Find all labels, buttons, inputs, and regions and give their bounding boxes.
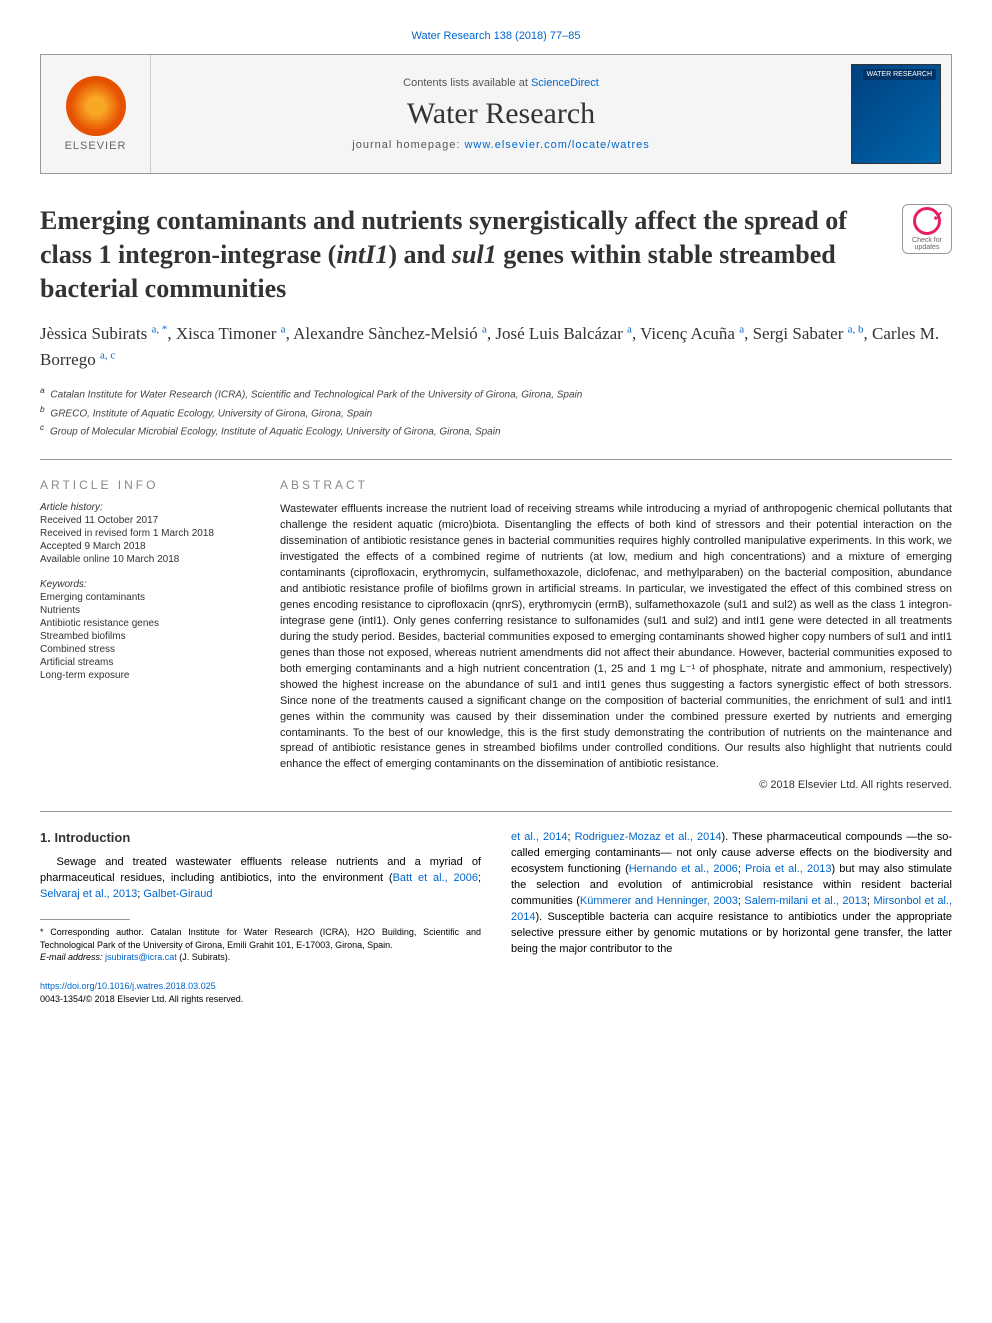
- keyword-2: Antibiotic resistance genes: [40, 618, 250, 629]
- check-circle-icon: [913, 207, 941, 235]
- page-footer: https://doi.org/10.1016/j.watres.2018.03…: [40, 980, 952, 1005]
- publisher-name: ELSEVIER: [65, 140, 127, 152]
- keyword-5: Artificial streams: [40, 657, 250, 668]
- revised-date: Received in revised form 1 March 2018: [40, 528, 250, 539]
- elsevier-logo: ELSEVIER: [41, 55, 151, 173]
- affiliation-a: a Catalan Institute for Water Research (…: [40, 384, 952, 402]
- keyword-6: Long-term exposure: [40, 670, 250, 681]
- email-name: (J. Subirats).: [179, 952, 230, 962]
- keywords-label: Keywords:: [40, 579, 250, 590]
- received-date: Received 11 October 2017: [40, 515, 250, 526]
- check-text: Check for updates: [903, 237, 951, 251]
- authors-line: Jèssica Subirats a, *, Xisca Timoner a, …: [40, 321, 952, 372]
- online-date: Available online 10 March 2018: [40, 554, 250, 565]
- email-link[interactable]: jsubirats@icra.cat: [105, 952, 177, 962]
- journal-cover-thumbnail: WATER RESEARCH: [851, 64, 941, 164]
- journal-reference: Water Research 138 (2018) 77–85: [40, 30, 952, 42]
- journal-header: ELSEVIER Contents lists available at Sci…: [40, 54, 952, 174]
- contents-line: Contents lists available at ScienceDirec…: [151, 77, 851, 89]
- accepted-date: Accepted 9 March 2018: [40, 541, 250, 552]
- email-footnote: E-mail address: jsubirats@icra.cat (J. S…: [40, 951, 481, 964]
- article-title: Emerging contaminants and nutrients syne…: [40, 204, 882, 305]
- cover-label: WATER RESEARCH: [863, 69, 936, 80]
- issn-line: 0043-1354/© 2018 Elsevier Ltd. All right…: [40, 994, 243, 1004]
- affiliations: a Catalan Institute for Water Research (…: [40, 384, 952, 439]
- email-label: E-mail address:: [40, 952, 103, 962]
- keyword-3: Streambed biofilms: [40, 631, 250, 642]
- elsevier-tree-icon: [66, 76, 126, 136]
- affiliation-c: c Group of Molecular Microbial Ecology, …: [40, 421, 952, 439]
- article-info-sidebar: ARTICLE INFO Article history: Received 1…: [40, 478, 250, 791]
- keyword-4: Combined stress: [40, 644, 250, 655]
- abstract-column: ABSTRACT Wastewater effluents increase t…: [280, 478, 952, 791]
- check-updates-badge[interactable]: Check for updates: [902, 204, 952, 254]
- journal-homepage: journal homepage: www.elsevier.com/locat…: [151, 139, 851, 151]
- intro-col1: Sewage and treated wastewater effluents …: [40, 855, 481, 903]
- contents-prefix: Contents lists available at: [403, 77, 531, 89]
- introduction-heading: 1. Introduction: [40, 830, 481, 845]
- homepage-prefix: journal homepage:: [352, 139, 464, 151]
- affiliation-b: b GRECO, Institute of Aquatic Ecology, U…: [40, 403, 952, 421]
- doi-link[interactable]: https://doi.org/10.1016/j.watres.2018.03…: [40, 981, 216, 991]
- abstract-copyright: © 2018 Elsevier Ltd. All rights reserved…: [280, 779, 952, 791]
- abstract-text: Wastewater effluents increase the nutrie…: [280, 502, 952, 773]
- divider: [40, 459, 952, 460]
- homepage-link[interactable]: www.elsevier.com/locate/watres: [464, 139, 649, 151]
- body-columns: 1. Introduction Sewage and treated waste…: [40, 830, 952, 964]
- journal-name: Water Research: [151, 97, 851, 131]
- divider: [40, 811, 952, 812]
- abstract-heading: ABSTRACT: [280, 478, 952, 492]
- keyword-1: Nutrients: [40, 605, 250, 616]
- corresponding-footnote: * Corresponding author. Catalan Institut…: [40, 926, 481, 951]
- sciencedirect-link[interactable]: ScienceDirect: [531, 77, 599, 89]
- keyword-0: Emerging contaminants: [40, 592, 250, 603]
- footnote-divider: [40, 919, 130, 920]
- intro-col2: et al., 2014; Rodriguez-Mozaz et al., 20…: [511, 830, 952, 958]
- history-label: Article history:: [40, 502, 250, 513]
- article-info-heading: ARTICLE INFO: [40, 478, 250, 492]
